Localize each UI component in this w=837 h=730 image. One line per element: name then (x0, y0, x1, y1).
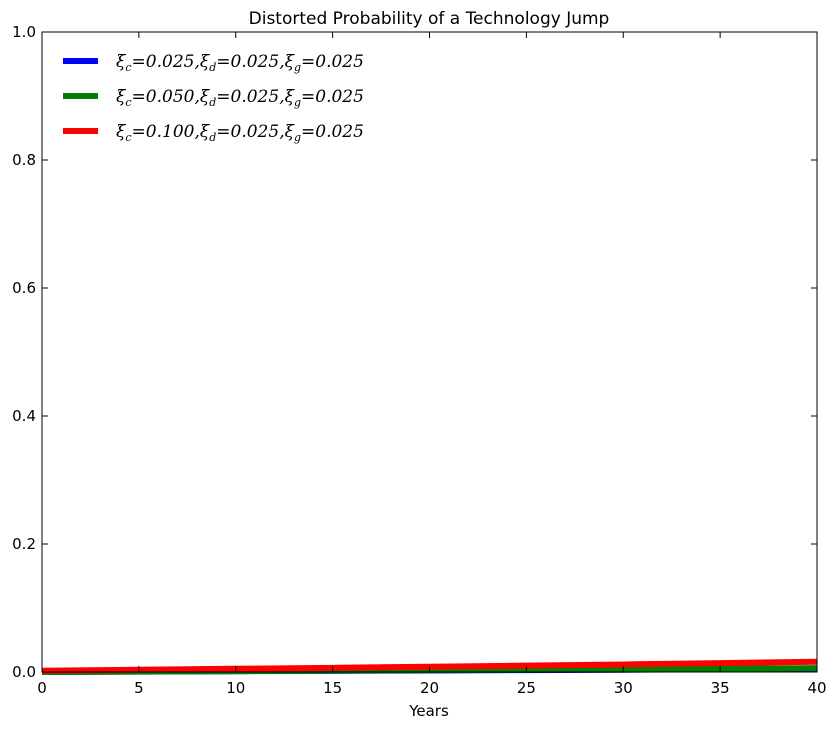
x-tick-label: 10 (226, 679, 245, 697)
axes: 0 5 10 15 20 25 30 35 40 0.0 0.2 0.4 0.6 0.8 1.0 (12, 23, 826, 697)
legend-label-2: ξc=0.050,ξd=0.025,ξg=0.025 (116, 87, 364, 109)
y-tick-label: 1.0 (12, 23, 36, 41)
y-tick-label: 0.6 (12, 279, 36, 297)
x-tick-label: 30 (614, 679, 633, 697)
x-tick-label: 15 (323, 679, 342, 697)
y-tick-label: 0.2 (12, 535, 36, 553)
y-tick-label: 0.0 (12, 663, 36, 681)
x-axis-label: Years (408, 702, 449, 720)
x-tick-label: 20 (420, 679, 439, 697)
y-tick-label: 0.4 (12, 407, 36, 425)
x-tick-label: 0 (37, 679, 47, 697)
x-tick-label: 5 (134, 679, 144, 697)
chart-title: Distorted Probability of a Technology Ju… (249, 9, 610, 29)
x-tick-label: 25 (517, 679, 536, 697)
legend-label-1: ξc=0.025,ξd=0.025,ξg=0.025 (116, 52, 364, 74)
y-tick-label: 0.8 (12, 151, 36, 169)
x-tick-label: 40 (807, 679, 826, 697)
x-tick-label: 35 (711, 679, 730, 697)
legend: ξc=0.025,ξd=0.025,ξg=0.025 ξc=0.050,ξd=0.… (63, 52, 364, 144)
legend-label-3: ξc=0.100,ξd=0.025,ξg=0.025 (116, 122, 364, 144)
